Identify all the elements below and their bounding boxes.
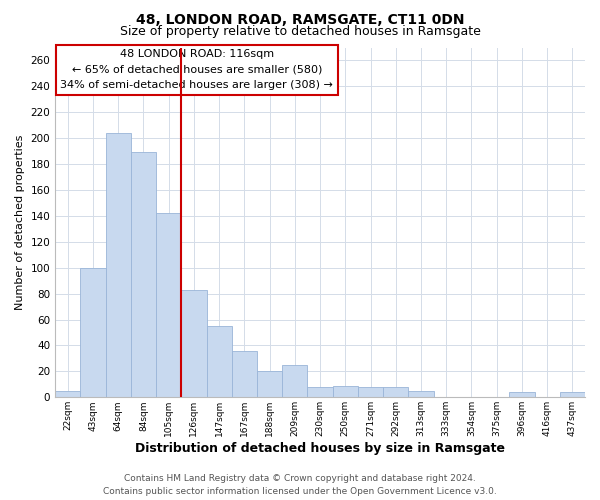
- Bar: [383, 387, 409, 398]
- Bar: [156, 214, 181, 398]
- Bar: [257, 372, 282, 398]
- Text: Size of property relative to detached houses in Ramsgate: Size of property relative to detached ho…: [119, 25, 481, 38]
- Text: Contains HM Land Registry data © Crown copyright and database right 2024.
Contai: Contains HM Land Registry data © Crown c…: [103, 474, 497, 496]
- Bar: [131, 152, 156, 398]
- Bar: [560, 392, 585, 398]
- Bar: [509, 392, 535, 398]
- Bar: [80, 268, 106, 398]
- Bar: [282, 365, 307, 398]
- Y-axis label: Number of detached properties: Number of detached properties: [15, 134, 25, 310]
- Text: 48, LONDON ROAD, RAMSGATE, CT11 0DN: 48, LONDON ROAD, RAMSGATE, CT11 0DN: [136, 12, 464, 26]
- Bar: [358, 387, 383, 398]
- Bar: [181, 290, 206, 398]
- Bar: [232, 350, 257, 398]
- Text: 48 LONDON ROAD: 116sqm
← 65% of detached houses are smaller (580)
34% of semi-de: 48 LONDON ROAD: 116sqm ← 65% of detached…: [61, 49, 334, 90]
- Bar: [55, 391, 80, 398]
- Bar: [332, 386, 358, 398]
- Bar: [106, 133, 131, 398]
- Bar: [307, 387, 332, 398]
- X-axis label: Distribution of detached houses by size in Ramsgate: Distribution of detached houses by size …: [135, 442, 505, 455]
- Bar: [409, 391, 434, 398]
- Bar: [206, 326, 232, 398]
